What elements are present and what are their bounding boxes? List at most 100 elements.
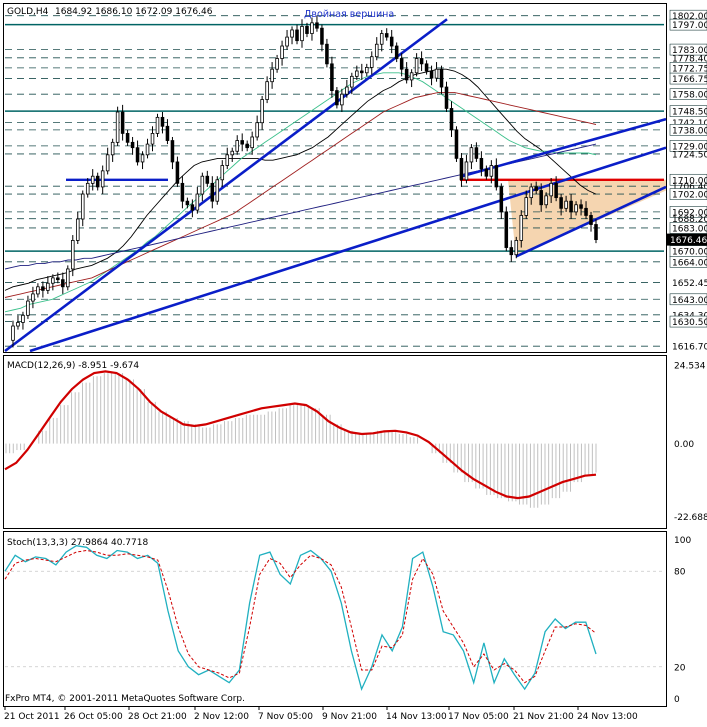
candle-body (75, 218, 80, 241)
price-label-text: 1802.00 (672, 12, 707, 22)
stoch-panel-frame (3, 531, 667, 707)
candle-body (51, 277, 55, 284)
candle-body (579, 204, 583, 209)
candle-body (404, 68, 409, 81)
price-label-text: 1778.40 (672, 54, 707, 64)
candle-body (170, 140, 175, 163)
price-label-box (669, 173, 707, 186)
candle-body (110, 141, 115, 156)
candle-body (220, 165, 225, 181)
stoch-tick-label: 20 (674, 663, 686, 673)
candle-body (559, 197, 563, 209)
macd-label: MACD(12,26,9) -8.951 -9.674 (7, 361, 139, 371)
candle-body (589, 215, 593, 225)
candle-body (394, 45, 399, 59)
candle-body (335, 90, 339, 106)
price-label-text: 1616.70 (672, 343, 707, 353)
candle-body (424, 63, 429, 72)
macd-panel-frame (3, 355, 667, 529)
stoch-panel: 100 80 20 0 (4, 536, 691, 705)
candle-body (489, 165, 494, 177)
price-label: 1742.10 (672, 119, 707, 129)
candle-body (444, 86, 449, 109)
price-label: 1748.50 (669, 105, 707, 118)
time-label: 14 Nov 13:00 (386, 712, 447, 722)
ohlc-label: 1684.92 1686.10 1672.09 1676.46 (55, 7, 213, 17)
price-label: 1758.00 (669, 88, 707, 101)
price-label-text: 1688.20 (672, 215, 707, 225)
price-label-text: 1758.00 (672, 91, 707, 101)
candle-body (61, 279, 65, 288)
candle-body (215, 179, 220, 202)
stoch-label: Stoch(13,3,3) 27.9864 40.7718 (7, 538, 148, 548)
candle-body (409, 72, 414, 81)
time-axis: 21 Oct 2011 26 Oct 05:00 28 Oct 21:00 2 Nov… (4, 706, 638, 722)
candle-body (56, 277, 60, 281)
candle-body (594, 224, 598, 241)
price-label-text: 1710.00 (672, 176, 707, 186)
time-label: 26 Oct 05:00 (64, 712, 123, 722)
candle-body (255, 122, 259, 138)
price-label: 1702.00 (669, 188, 707, 201)
symbol-label: GOLD,H4 (7, 7, 49, 17)
candle-body (210, 182, 215, 202)
price-label-box (669, 256, 707, 268)
candle-body (120, 111, 125, 134)
price-label: 1706.40 (672, 183, 707, 193)
candle-body (205, 175, 210, 184)
candle-body (290, 29, 294, 38)
candle-body (499, 186, 504, 213)
candle-body (454, 129, 459, 159)
candle-body (26, 300, 30, 316)
stoch-tick-label: 0 (674, 695, 680, 705)
price-label-text: 1664.00 (672, 258, 707, 268)
candle-body (36, 286, 40, 295)
price-label-text: 1742.10 (672, 119, 707, 129)
candle-body (300, 26, 304, 42)
candle-body (414, 58, 419, 74)
candle-body (295, 29, 299, 42)
candle-body (225, 154, 230, 166)
price-label-text: 1748.50 (672, 108, 707, 118)
candle-body (160, 116, 165, 127)
candle-body (464, 161, 469, 181)
double-top-annotation: Двойная вершина (304, 9, 394, 20)
price-label-text: 1643.00 (672, 296, 707, 306)
candle-body (180, 182, 185, 202)
stoch-tick-label: 80 (674, 568, 686, 578)
main-panel-frame (3, 3, 667, 353)
candle-body (310, 22, 314, 34)
price-label-text: 1772.75 (672, 64, 707, 74)
candle-body (350, 75, 354, 88)
price-label: 1729.00 (669, 140, 707, 152)
price-label-box (669, 293, 707, 306)
price-label-box (669, 105, 707, 117)
candle-body (345, 86, 349, 95)
candle-body (200, 175, 205, 195)
candle-body (519, 215, 524, 241)
candle-body (569, 200, 573, 213)
candle-body (379, 33, 384, 45)
candle-body (16, 322, 20, 327)
price-label-text: 1766.75 (672, 75, 707, 85)
candles (11, 15, 598, 348)
candle-body (315, 22, 319, 29)
candle-body (270, 68, 274, 83)
time-label: 28 Oct 21:00 (128, 712, 187, 722)
candle-body (365, 67, 369, 74)
candle-body (474, 147, 479, 159)
copyright-text: FxPro MT4, © 2001-2011 MetaQuotes Softwa… (5, 694, 245, 704)
candle-body (439, 68, 444, 88)
candle-body (185, 200, 190, 206)
candle-body (175, 161, 180, 184)
time-label: 7 Nov 05:00 (258, 712, 313, 722)
candle-body (449, 108, 454, 131)
macd-panel: 24.534 0.00 -22.688 (4, 361, 707, 523)
time-label: 21 Oct 2011 (4, 712, 60, 722)
candle-body (240, 140, 244, 145)
candle-body (150, 133, 155, 145)
candle-body (549, 182, 553, 197)
horizontal-levels (5, 15, 664, 347)
candle-body (320, 27, 324, 45)
time-label: 9 Nov 21:00 (322, 712, 377, 722)
